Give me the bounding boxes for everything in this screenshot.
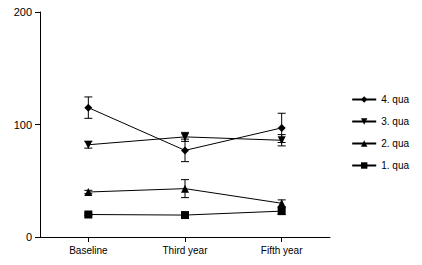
- svg-text:1. qua: 1. qua: [381, 160, 409, 171]
- svg-text:200: 200: [14, 6, 32, 18]
- svg-text:100: 100: [14, 119, 32, 131]
- svg-text:4. qua: 4. qua: [381, 94, 409, 105]
- svg-text:2. qua: 2. qua: [381, 138, 409, 149]
- svg-text:Third year: Third year: [162, 245, 208, 256]
- svg-text:Fifth year: Fifth year: [261, 245, 303, 256]
- svg-text:0: 0: [26, 231, 32, 243]
- svg-text:Baseline: Baseline: [69, 245, 108, 256]
- svg-text:3. qua: 3. qua: [381, 116, 409, 127]
